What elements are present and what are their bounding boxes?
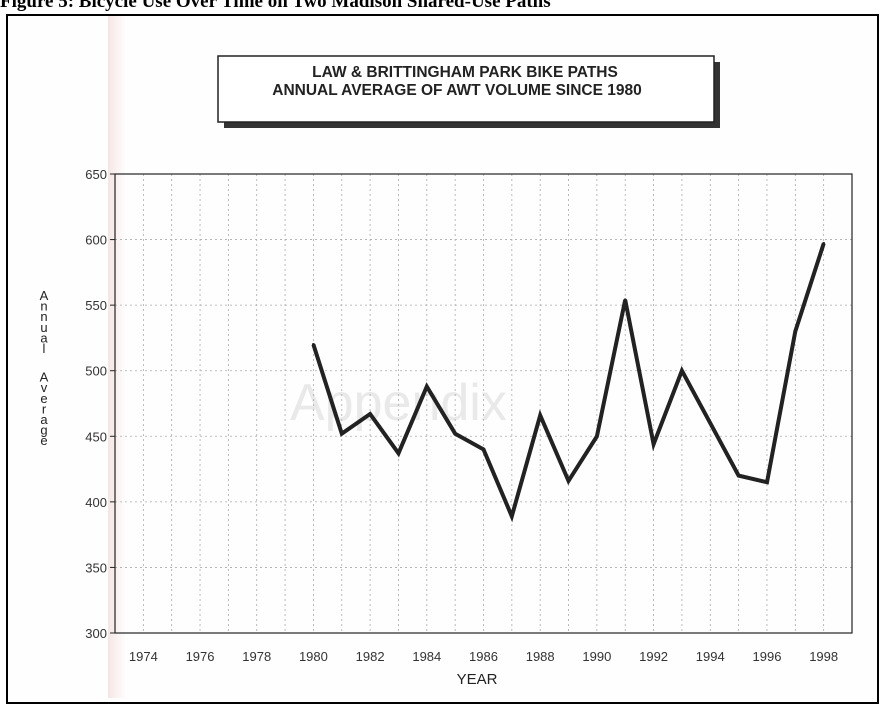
- plot-area: [114, 173, 853, 634]
- data-point: [538, 413, 542, 417]
- data-point: [652, 442, 656, 446]
- x-tick-label: 1976: [186, 649, 215, 664]
- x-tick-label: 1994: [696, 649, 725, 664]
- x-tick-label: 1986: [469, 649, 498, 664]
- x-tick-label: 1998: [809, 649, 838, 664]
- y-axis-label-letter: n: [40, 309, 47, 324]
- data-point: [822, 242, 826, 246]
- data-point: [425, 384, 429, 388]
- figure-frame: [6, 14, 879, 704]
- y-tick-label: 350: [85, 560, 107, 575]
- x-tick-label: 1992: [639, 649, 668, 664]
- scan-shadow: [108, 16, 126, 698]
- data-point: [680, 369, 684, 373]
- chart-title-line-1: LAW & BRITTINGHAM PARK BIKE PATHS: [312, 64, 618, 81]
- data-point: [737, 474, 741, 478]
- data-point: [311, 342, 315, 346]
- y-axis-label-letter: g: [40, 423, 47, 438]
- data-point: [595, 434, 599, 438]
- data-point: [340, 432, 344, 436]
- x-tick-label: 1974: [129, 649, 158, 664]
- data-point: [453, 432, 457, 436]
- data-point: [482, 447, 485, 451]
- x-tick-label: 1990: [582, 649, 611, 664]
- data-points: [311, 242, 826, 518]
- y-axis-label-letter: n: [40, 299, 47, 314]
- figure-caption: Figure 5: Bicycle Use Over Time on Two M…: [0, 0, 551, 12]
- title-box: [217, 55, 715, 123]
- y-tick-label: 400: [85, 495, 107, 510]
- x-tick-label: 1996: [753, 649, 782, 664]
- data-point: [510, 514, 514, 518]
- watermark: Appendix: [290, 374, 507, 432]
- y-axis-label-letter: a: [40, 412, 48, 427]
- gridlines: [115, 174, 852, 633]
- y-tick-label: 550: [85, 298, 107, 313]
- x-axis-ticks: 1974 1976 1978 1980 1982 1984 1986 1988 1990 1992…: [129, 649, 838, 664]
- data-point: [708, 421, 712, 425]
- y-axis-label-letter: a: [40, 330, 48, 345]
- chart-title-line-2: ANNUAL AVERAGE OF AWT VOLUME SINCE 1980: [272, 82, 641, 99]
- x-tick-label: 1980: [299, 649, 328, 664]
- data-point: [765, 480, 769, 484]
- x-tick-label: 1978: [242, 649, 271, 664]
- x-tick-label: 1984: [412, 649, 441, 664]
- y-axis-label-letter: v: [41, 380, 48, 395]
- y-axis-label-letter: u: [40, 320, 47, 335]
- x-axis-label: YEAR: [457, 671, 498, 688]
- y-axis-label-letter: e: [40, 433, 47, 448]
- y-tick-label: 300: [85, 626, 107, 641]
- data-point: [793, 329, 797, 333]
- y-tick-label: 600: [85, 233, 107, 248]
- y-tick-label: 500: [85, 364, 107, 379]
- y-tick-label: 650: [85, 167, 107, 182]
- y-axis-label-letter: r: [42, 401, 47, 416]
- data-point: [396, 451, 400, 455]
- data-point: [368, 412, 372, 416]
- data-point: [567, 479, 571, 483]
- x-tick-label: 1982: [356, 649, 385, 664]
- data-point: [623, 298, 627, 302]
- y-tick-label: 450: [85, 429, 107, 444]
- y-axis-label-letter: A: [40, 370, 49, 385]
- y-axis-label-letter: A: [40, 288, 49, 303]
- y-axis-label-letter: e: [40, 391, 47, 406]
- x-tick-label: 1988: [526, 649, 555, 664]
- y-axis-ticks: 300 350 400 450 500 550 600 650: [85, 167, 115, 641]
- y-axis-label-letter: l: [43, 341, 46, 356]
